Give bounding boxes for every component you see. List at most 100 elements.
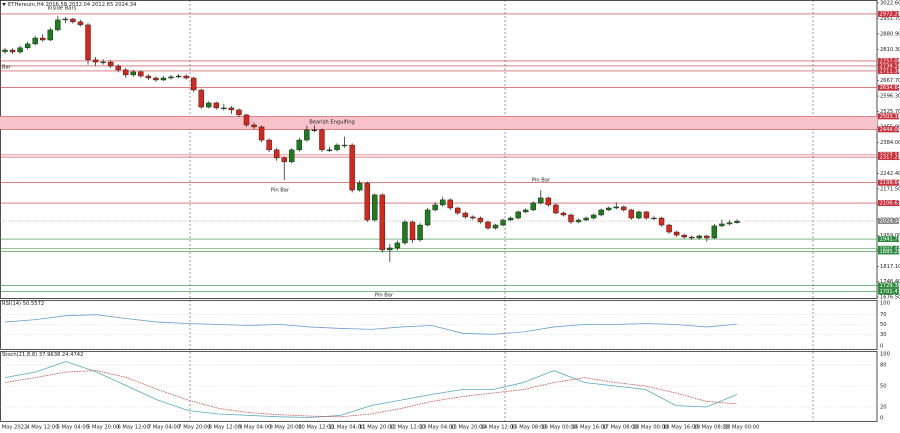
x-tick-label: 16 May 16:00 (572, 425, 608, 431)
x-tick-label: 15 May 08:00 (511, 425, 547, 431)
candle-body (545, 197, 552, 206)
candle-body (168, 76, 174, 79)
candle-body (107, 61, 114, 67)
candle-body (281, 157, 287, 163)
zone (0, 116, 877, 130)
x-tick-label: 9 May 20:00 (269, 425, 301, 431)
candle-body (221, 107, 227, 109)
y-tick-label: 0 (880, 344, 883, 350)
y-tick-label: 1746.40 (880, 279, 900, 285)
y-tick-label: 2880.90 (880, 31, 900, 37)
indicator-line (4, 314, 738, 335)
y-tick-label: 1959.00 (880, 233, 900, 239)
annotation: Bar (2, 65, 12, 71)
level-label: 1701.47 (880, 289, 900, 295)
candle-body (696, 235, 702, 239)
candle-body (507, 217, 514, 221)
x-tick-label: 11 May 20:00 (359, 425, 395, 431)
candle-body (417, 224, 423, 241)
candle-body (666, 224, 672, 233)
indicator-line (4, 370, 738, 418)
annotation: Pin Bar (375, 293, 394, 299)
zone-label: 2444.06 (880, 127, 900, 133)
candle-body (515, 211, 521, 219)
level-label: 2106.67 (880, 201, 900, 207)
candle-body (583, 217, 589, 221)
level-label-bg (878, 84, 899, 91)
level-label: 2757.00 (880, 58, 900, 64)
rsi-title: RSI(14) 50.5572 (2, 301, 44, 307)
y-tick-label: 2242.40 (880, 171, 900, 177)
level-label: 2734.10 (880, 63, 900, 69)
candle-body (9, 49, 16, 53)
candle-body (356, 182, 363, 191)
y-tick-label: 1676.50 (880, 295, 900, 301)
candle-body (689, 236, 695, 239)
x-tick-label: 10 May 12:00 (298, 425, 334, 431)
level-label-bg (878, 10, 899, 17)
level-label-bg (878, 282, 899, 289)
candle-body (326, 149, 333, 151)
zone-label-bg (878, 113, 899, 120)
candle-body (477, 217, 484, 223)
candle-body (55, 19, 61, 31)
x-tick-label: 3 May 2022 (0, 425, 27, 431)
candle-body (92, 59, 99, 63)
x-tick-label: 18 May 00:00 (633, 425, 669, 431)
panel-frame (0, 0, 878, 299)
menu-arrow (2, 3, 6, 6)
candle-body (32, 37, 38, 45)
candle-body (598, 209, 604, 216)
candle-body (62, 18, 69, 21)
candle-body (719, 223, 725, 227)
indicator-line (4, 361, 738, 418)
candle-body (726, 222, 733, 225)
level-label-bg (878, 236, 899, 243)
level-label: 2199.64 (880, 180, 900, 186)
candle-body (24, 43, 31, 49)
candle-body (568, 214, 574, 223)
candle-body (613, 206, 619, 209)
candle-body (304, 129, 310, 141)
x-tick-label: 20 May 00:00 (724, 425, 760, 431)
x-tick-label: 13 May 04:00 (420, 425, 456, 431)
candle-body (213, 102, 219, 109)
annotation: Pin Bar (532, 178, 551, 184)
level-label-bg (878, 200, 899, 207)
y-tick-label: 50 (880, 322, 887, 328)
candle-body (485, 221, 491, 229)
candle-body (711, 225, 718, 239)
candle-body (236, 109, 242, 116)
panel-frame (0, 350, 878, 422)
candle-body (100, 61, 106, 64)
current-price-label: 2024.34 (880, 219, 900, 225)
y-tick-label: 2810.30 (880, 47, 900, 53)
x-tick-label: 5 May 20:00 (87, 425, 119, 431)
candle-body (153, 77, 159, 81)
candle-body (394, 242, 401, 249)
x-tick-label: 7 May 04:00 (148, 425, 180, 431)
candle-body (590, 214, 597, 219)
y-tick-label: 100 (880, 352, 890, 358)
chart-title: ETHereum,H4 2016.58 2032.04 2012.65 2024… (8, 2, 137, 8)
level-label-bg (878, 67, 899, 74)
y-tick-label: 20 (880, 405, 887, 411)
y-tick-label: 100 (880, 301, 890, 307)
level-label-bg (878, 154, 899, 161)
candle-body (409, 221, 416, 241)
candle-body (198, 89, 204, 108)
candle-body (160, 77, 167, 81)
candle-body (266, 139, 272, 151)
candle-body (319, 129, 325, 151)
candle-body (379, 194, 386, 251)
candle-body (228, 107, 235, 111)
candle-body (77, 21, 84, 26)
candle-body (372, 194, 378, 221)
y-tick-label: 70 (880, 312, 887, 318)
candle-body (530, 202, 536, 211)
level-label: 1941.78 (880, 237, 900, 243)
annotation: Pin Bar (271, 188, 290, 194)
candle-body (651, 217, 657, 220)
